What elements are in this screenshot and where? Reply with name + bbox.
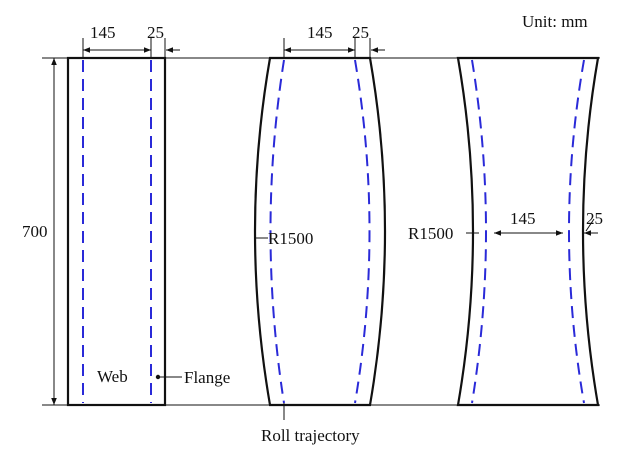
height-label-bg	[20, 220, 50, 242]
web-label: Web	[97, 367, 128, 386]
convex-panel-outline	[253, 56, 387, 407]
concave-panel-outline	[456, 56, 600, 407]
roll-trajectory-label: Roll trajectory	[261, 426, 360, 445]
roll-trajectory-left	[269, 59, 285, 404]
convex-panel: 145 25 R1500 Roll trajectory	[253, 23, 387, 445]
flange-width-label: 25	[586, 209, 603, 228]
flange-width-label: 25	[147, 23, 164, 42]
web-width-label: 145	[90, 23, 116, 42]
web-width-label: 145	[510, 209, 536, 228]
straight-panel-outline	[66, 56, 167, 407]
roll-trajectory-left	[471, 59, 487, 404]
radius-label: R1500	[268, 229, 313, 248]
roll-trajectory-right	[568, 59, 585, 404]
concave-panel: R1500 145 25	[408, 56, 603, 407]
unit-label: Unit: mm	[522, 12, 588, 31]
roll-trajectory-right	[354, 59, 371, 404]
height-label: 700	[22, 222, 48, 241]
radius-label: R1500	[408, 224, 453, 243]
flange-leader-line	[585, 218, 595, 232]
flange-width-label: 25	[352, 23, 369, 42]
straight-panel: 145 25 Web Flange	[66, 23, 230, 407]
web-width-label: 145	[307, 23, 333, 42]
flange-label: Flange	[184, 368, 230, 387]
